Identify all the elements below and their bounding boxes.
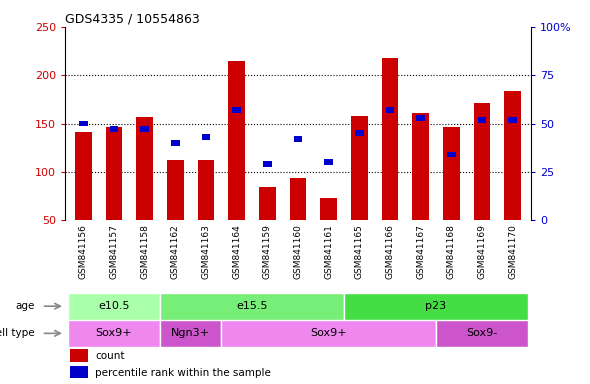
Bar (79, 121, 87, 126)
Text: GSM841167: GSM841167 (416, 224, 425, 279)
Text: GSM841156: GSM841156 (79, 224, 88, 279)
Bar (198, 160, 214, 220)
Bar (351, 116, 368, 220)
Text: percentile rank within the sample: percentile rank within the sample (95, 367, 271, 377)
Bar (171, 140, 179, 146)
Bar (259, 187, 276, 220)
Text: age: age (15, 301, 35, 311)
Bar (232, 107, 241, 113)
Text: GSM841170: GSM841170 (508, 224, 517, 279)
Text: GSM841164: GSM841164 (232, 224, 241, 278)
Bar (290, 178, 306, 220)
Bar (474, 103, 490, 220)
Bar (382, 58, 398, 220)
Bar (355, 130, 363, 136)
Bar (436, 320, 528, 347)
Text: Sox9-: Sox9- (466, 328, 497, 338)
Bar (160, 293, 344, 320)
Bar (167, 160, 183, 220)
Bar (344, 293, 528, 320)
Bar (294, 136, 302, 142)
Text: e15.5: e15.5 (236, 301, 268, 311)
Text: GSM841157: GSM841157 (110, 224, 119, 279)
Bar (412, 113, 429, 220)
Text: cell type: cell type (0, 328, 35, 338)
Text: GSM841163: GSM841163 (201, 224, 211, 279)
Bar (443, 127, 460, 220)
Bar (136, 117, 153, 220)
Text: GSM841160: GSM841160 (293, 224, 303, 279)
Bar (70, 366, 88, 379)
Bar (386, 107, 394, 113)
Bar (221, 320, 436, 347)
Text: GSM841166: GSM841166 (385, 224, 395, 279)
Text: Sox9+: Sox9+ (310, 328, 347, 338)
Bar (447, 152, 455, 157)
Text: GSM841162: GSM841162 (171, 224, 180, 278)
Bar (263, 161, 271, 167)
Bar (228, 61, 245, 220)
Text: GSM841158: GSM841158 (140, 224, 149, 279)
Bar (324, 159, 333, 165)
Text: Sox9+: Sox9+ (96, 328, 132, 338)
Bar (417, 115, 425, 121)
Text: GSM841169: GSM841169 (477, 224, 486, 279)
Bar (320, 198, 337, 220)
Bar (478, 117, 486, 122)
Bar (110, 126, 118, 132)
Bar (140, 126, 149, 132)
Bar (202, 134, 210, 140)
Bar (68, 293, 160, 320)
Text: GDS4335 / 10554863: GDS4335 / 10554863 (65, 13, 199, 26)
Text: GSM841161: GSM841161 (324, 224, 333, 279)
Bar (504, 91, 521, 220)
Bar (75, 132, 91, 220)
Text: GSM841165: GSM841165 (355, 224, 364, 279)
Text: GSM841159: GSM841159 (263, 224, 272, 279)
Text: p23: p23 (425, 301, 447, 311)
Bar (509, 117, 517, 122)
Text: GSM841168: GSM841168 (447, 224, 455, 279)
Bar (70, 349, 88, 362)
Text: e10.5: e10.5 (98, 301, 130, 311)
Bar (68, 320, 160, 347)
Bar (160, 320, 221, 347)
Text: Ngn3+: Ngn3+ (171, 328, 210, 338)
Text: count: count (95, 351, 124, 361)
Bar (106, 127, 122, 220)
